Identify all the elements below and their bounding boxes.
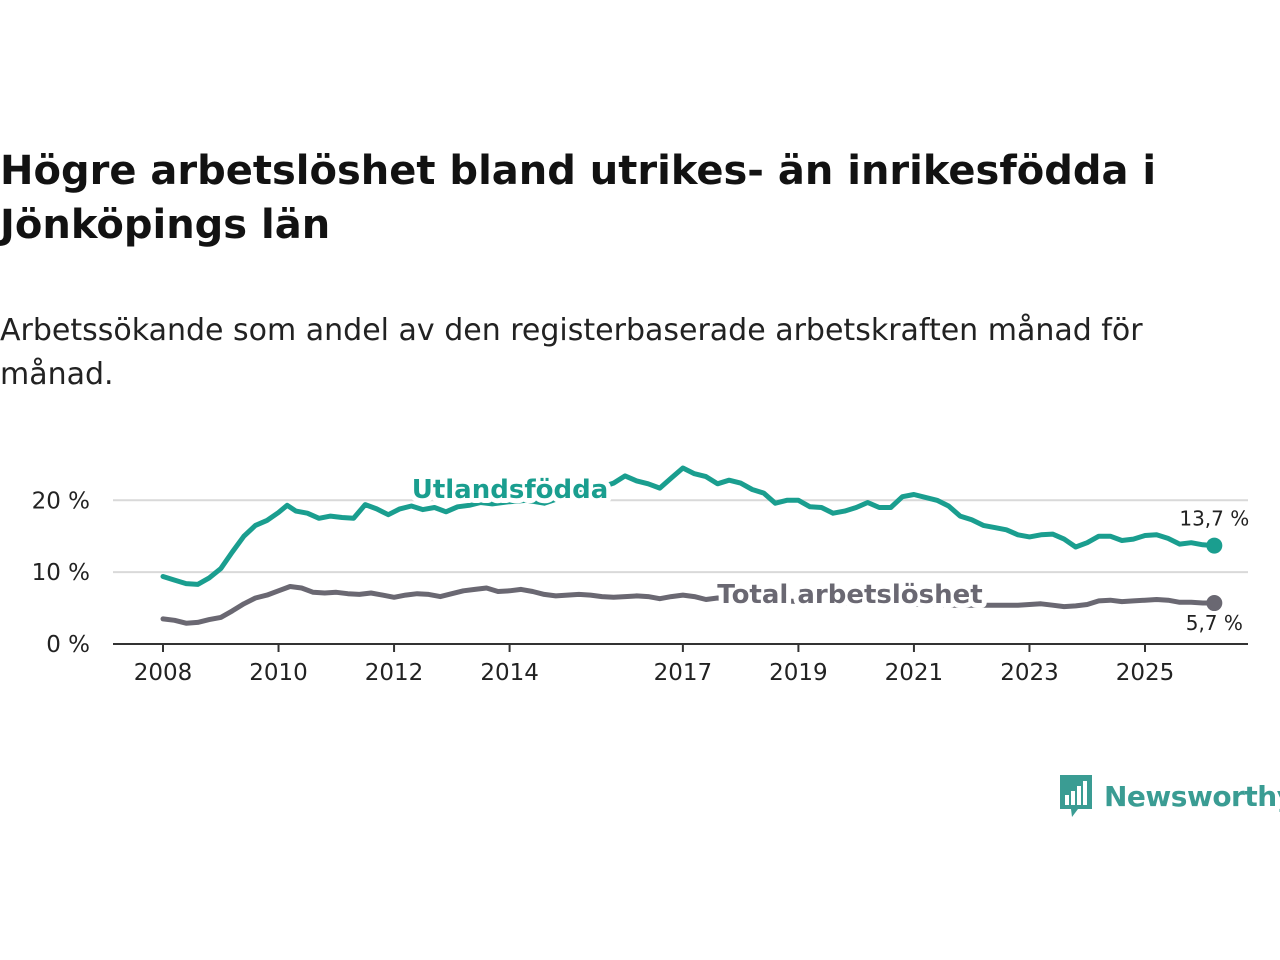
series-total-line (160, 584, 1217, 626)
line-chart: 0 % 10 % 20 % 2008 2010 2012 2014 2017 2019 2021 2… (32, 465, 1250, 686)
end-label-total: 5,7 % (1186, 611, 1243, 635)
series-utlandsfodda-end-point (1206, 537, 1223, 554)
y-tick-label: 10 % (32, 560, 90, 586)
series-label-utlandsfodda: Utlandsfödda (412, 475, 609, 505)
series-utlandsfodda-line (160, 465, 1217, 587)
x-tick-label: 2021 (885, 660, 944, 686)
newsworthy-logo-icon (1060, 775, 1092, 817)
series-label-utlandsfodda-halo: Utlandsfödda (412, 475, 609, 505)
series-lines (160, 465, 1223, 626)
series-total-end-point (1206, 595, 1223, 612)
x-tick-label: 2014 (480, 660, 539, 686)
chart-subtitle: Arbetssökande som andel av den registerb… (0, 313, 1143, 392)
x-tick-label: 2025 (1116, 660, 1175, 686)
x-tick-label: 2008 (134, 660, 193, 686)
series-label-total: Total arbetslöshet (717, 580, 982, 610)
chart-title: Högre arbetslöshet bland utrikes- än inr… (0, 148, 1157, 248)
y-tick-label: 0 % (46, 632, 90, 658)
y-tick-label: 20 % (32, 488, 90, 514)
series-label-total-halo: Total arbetslöshet (717, 580, 982, 610)
x-tick-label: 2017 (654, 660, 713, 686)
grid-lines (113, 499, 1248, 574)
x-tick-label: 2012 (365, 660, 424, 686)
chart-labels: 0 % 10 % 20 % 2008 2010 2012 2014 2017 2019 2021 2… (32, 470, 1250, 686)
logo-text: Newsworthy (1104, 779, 1280, 813)
x-tick-label: 2010 (249, 660, 308, 686)
x-tick-label: 2019 (769, 660, 828, 686)
end-label-utlandsfodda: 13,7 % (1179, 507, 1249, 531)
x-axis (113, 643, 1248, 652)
x-tick-label: 2023 (1000, 660, 1059, 686)
newsworthy-logo[interactable]: Newsworthy (1058, 772, 1280, 820)
